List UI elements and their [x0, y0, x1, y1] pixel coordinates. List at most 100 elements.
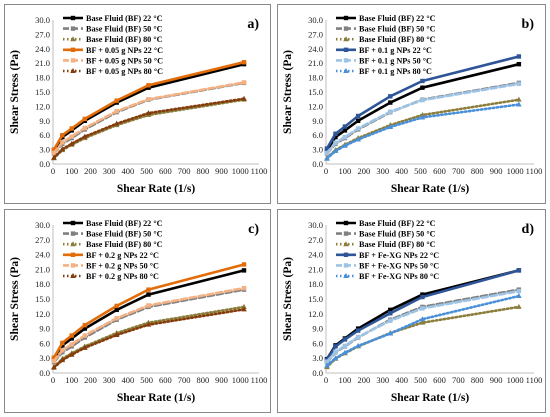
legend-marker [70, 15, 76, 21]
data-point [516, 293, 522, 299]
x-tick-label: 100 [65, 166, 78, 176]
data-point [324, 146, 330, 151]
data-point [113, 332, 120, 338]
data-point [114, 303, 119, 309]
data-point [355, 136, 361, 142]
x-tick-label: 500 [140, 166, 153, 176]
legend-marker [343, 220, 349, 226]
y-tick-label: 6.0 [39, 130, 50, 140]
x-tick-label: 800 [196, 375, 209, 385]
data-point [420, 294, 425, 300]
data-point [342, 128, 348, 133]
legend-marker [343, 273, 349, 278]
x-tick-label: 400 [122, 375, 135, 385]
data-point [419, 114, 426, 120]
y-tick-label: 12.0 [308, 309, 323, 319]
x-axis-title: Shear Rate (1/s) [117, 183, 196, 195]
x-tick-label: 700 [452, 166, 465, 176]
x-tick-label: 400 [122, 166, 135, 176]
x-tick-label: 1000 [232, 375, 249, 385]
data-point [516, 96, 522, 102]
data-point [332, 355, 339, 361]
data-point [51, 147, 57, 152]
legend-marker [70, 220, 76, 226]
data-point [51, 364, 57, 370]
data-point [420, 78, 425, 84]
data-point [516, 54, 522, 59]
y-tick-label: 12.0 [35, 101, 50, 111]
data-point [82, 333, 88, 338]
data-point [146, 97, 151, 102]
legend-marker [343, 252, 349, 257]
y-tick-label: 24.0 [35, 44, 50, 54]
data-point [146, 287, 151, 292]
y-tick-label: 12.0 [35, 309, 50, 319]
data-point [419, 316, 426, 322]
y-tick-label: 6.0 [39, 338, 50, 348]
y-tick-label: 18.0 [35, 73, 50, 83]
chart-panel-2: 0.0 3.0 6.0 9.0 12.0 15.0 18.0 21.0 24.0 27.0 30.0… [277, 4, 546, 204]
y-tick-label: 0.0 [312, 368, 323, 378]
y-axis-title: Shear Stress (Pa) [9, 50, 21, 134]
x-axis-title: Shear Rate (1/s) [391, 392, 470, 404]
y-tick-label: 9.0 [312, 324, 323, 334]
data-point [69, 134, 74, 139]
data-point [51, 355, 57, 360]
x-tick-label: 300 [103, 375, 116, 385]
x-tick-label: 800 [196, 166, 209, 176]
x-tick-label: 0 [324, 375, 328, 385]
x-axis-title: Shear Rate (1/s) [117, 392, 196, 404]
x-tick-label: 100 [65, 375, 78, 385]
x-tick-label: 100 [339, 375, 352, 385]
x-tick-label: 800 [471, 375, 484, 385]
data-point [387, 124, 394, 130]
y-tick-label: 3.0 [39, 145, 50, 155]
x-axis-title: Shear Rate (1/s) [391, 183, 470, 195]
legend-marker [343, 26, 349, 31]
data-point [241, 306, 247, 312]
legend-marker [343, 58, 349, 63]
y-tick-label: 0.0 [39, 368, 50, 378]
panel-border [4, 209, 271, 413]
data-point [355, 113, 361, 119]
y-tick-label: 21.0 [308, 264, 323, 274]
data-point [419, 319, 426, 325]
data-point [59, 146, 66, 152]
data-point [516, 268, 522, 273]
data-point [114, 316, 119, 321]
x-tick-label: 900 [215, 166, 228, 176]
x-tick-label: 1100 [526, 375, 543, 385]
series-line-1 [325, 269, 521, 361]
x-tick-label: 200 [84, 166, 97, 176]
data-point [146, 303, 151, 308]
x-tick-label: 100 [339, 166, 352, 176]
legend-label: BF + 0.1 g NPs 22 °C [359, 46, 432, 55]
y-tick-label: 27.0 [35, 235, 50, 245]
legend-marker [70, 47, 76, 52]
data-point [82, 125, 88, 131]
data-point [420, 306, 425, 311]
y-axis-title: Shear Stress (Pa) [282, 257, 294, 341]
data-point [114, 307, 119, 313]
x-tick-label: 500 [414, 166, 427, 176]
data-point [388, 109, 393, 114]
data-point [333, 131, 338, 136]
data-point [333, 140, 338, 146]
x-tick-label: 1100 [251, 375, 268, 385]
y-tick-label: 21.0 [35, 58, 50, 68]
x-tick-label: 1000 [507, 375, 524, 385]
y-tick-label: 12.0 [308, 101, 323, 111]
data-point [241, 262, 247, 267]
legend-label: Base Fluid (BF) 22 °C [359, 219, 436, 228]
data-point [342, 134, 348, 140]
data-point [60, 140, 65, 145]
x-tick-label: 800 [471, 166, 484, 176]
data-point [355, 342, 361, 348]
y-tick-label: 9.0 [39, 116, 50, 126]
y-tick-label: 18.0 [35, 279, 50, 289]
y-tick-label: 15.0 [35, 294, 50, 304]
x-tick-label: 500 [140, 375, 153, 385]
chart-panel-1: 0.0 3.0 6.0 9.0 12.0 15.0 18.0 21.0 24.0 27.0 30.0… [4, 4, 271, 204]
data-point [114, 98, 119, 103]
